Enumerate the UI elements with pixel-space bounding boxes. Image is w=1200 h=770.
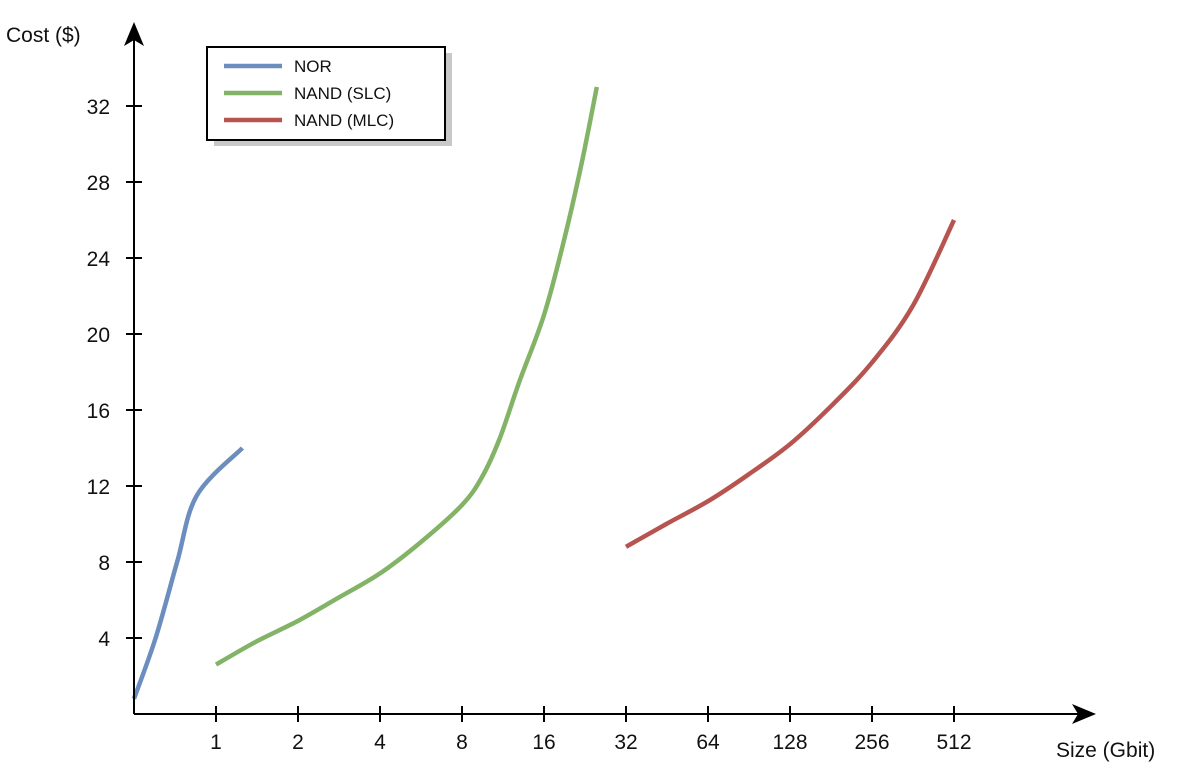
y-axis-arrow [124,22,144,46]
x-tick-label: 64 [696,731,720,754]
series-line-nor [131,446,245,700]
x-tick-label: 1 [210,731,222,754]
legend-items: NOR NAND (SLC) NAND (MLC) [224,57,394,130]
x-tick-label: 32 [614,731,637,754]
legend-label-nor: NOR [294,57,332,76]
series-layer [131,86,957,700]
y-tick-label: 12 [87,476,110,499]
y-tick-label: 32 [87,96,110,119]
x-tick-label: 256 [854,731,889,754]
x-tick-label: 8 [456,731,468,754]
series-line-nand-mlc [624,219,957,549]
x-tick-label: 2 [292,731,304,754]
legend-label-nand-slc: NAND (SLC) [294,84,391,103]
y-tick-label: 28 [87,172,110,195]
x-tick-label: 16 [532,731,555,754]
x-axis-arrow [1072,704,1096,724]
legend-label-nand-mlc: NAND (MLC) [294,111,394,130]
x-tick-label: 128 [772,731,807,754]
y-tick-label: 16 [87,400,110,423]
series-line-nand-slc [214,86,600,667]
y-tick-label: 24 [87,248,111,271]
x-tick-label: 4 [374,731,386,754]
y-axis-title: Cost ($) [6,24,81,47]
x-tick-label: 512 [936,731,971,754]
legend: NOR NAND (SLC) NAND (MLC) [206,46,452,146]
y-tick-label: 8 [98,552,110,575]
y-ticks: 4 8 12 16 20 24 28 32 [87,96,142,651]
x-axis-title: Size (Gbit) [1056,739,1155,762]
y-tick-label: 20 [87,324,110,347]
y-tick-label: 4 [98,628,110,651]
x-ticks: 1 2 4 8 16 32 64 128 256 512 [210,706,972,754]
